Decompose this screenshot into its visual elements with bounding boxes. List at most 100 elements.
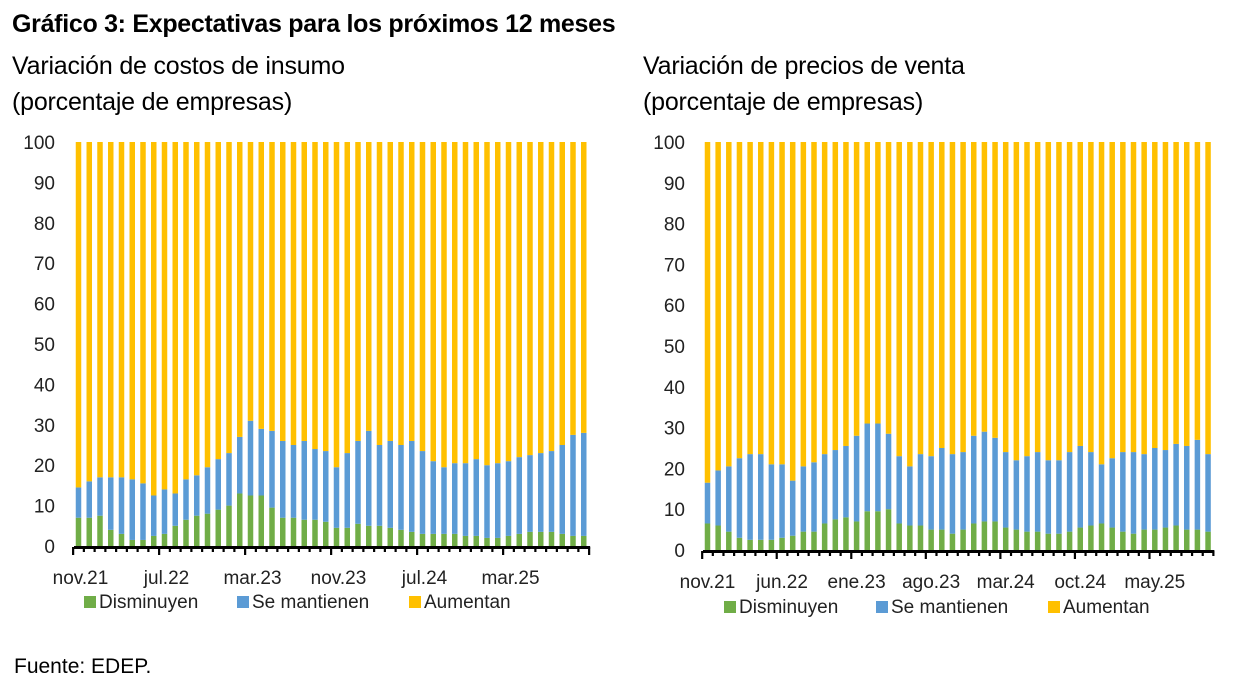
prices-bar-aumentan (789, 142, 796, 481)
prices-bar-se-mantienen (843, 445, 849, 518)
costs-bar-se-mantienen (527, 455, 533, 532)
costs-bar-se-mantienen (366, 430, 372, 526)
costs-bar-aumentan (409, 142, 415, 441)
costs-bar-disminuyen (441, 533, 447, 546)
prices-bar-disminuyen (960, 529, 966, 550)
costs-bar-aumentan (484, 142, 490, 466)
costs-bar-se-mantienen (538, 453, 544, 532)
prices-bar-stack (907, 142, 913, 550)
costs-bar-disminuyen (323, 521, 329, 546)
prices-y-tick-label: 60 (664, 296, 685, 317)
costs-bar-aumentan (140, 142, 146, 484)
costs-bar-aumentan (247, 142, 254, 421)
prices-bar-disminuyen (704, 523, 711, 550)
prices-bar-stack (1162, 142, 1169, 550)
costs-bar-stack (108, 142, 114, 546)
prices-bar-aumentan (1034, 142, 1041, 453)
prices-bar-aumentan (1184, 142, 1190, 446)
costs-y-tick-label: 100 (23, 133, 55, 154)
prices-bar-aumentan (1152, 142, 1158, 448)
prices-bar-se-mantienen (864, 423, 870, 512)
prices-bar-se-mantienen (960, 452, 966, 530)
costs-bar-stack (548, 142, 555, 546)
prices-bar-disminuyen (875, 511, 881, 550)
left-chart-title-line1: Variación de costos de insumo (12, 52, 345, 80)
costs-bar-disminuyen (183, 519, 189, 546)
prices-bar-aumentan (1045, 142, 1052, 461)
prices-bar-disminuyen (1024, 531, 1030, 550)
costs-bar-aumentan (473, 142, 479, 460)
prices-bar-disminuyen (1088, 525, 1094, 550)
costs-bar-stack (344, 142, 350, 546)
prices-bar-se-mantienen (907, 466, 913, 526)
prices-bar-stack (853, 142, 860, 550)
prices-bar-disminuyen (800, 531, 807, 550)
prices-bar-disminuyen (715, 525, 721, 550)
costs-bar-stack (290, 142, 297, 546)
prices-bar-se-mantienen (1013, 460, 1020, 530)
prices-bar-se-mantienen (1056, 460, 1062, 534)
prices-bar-disminuyen (1194, 529, 1201, 550)
prices-bar-stack (960, 142, 966, 550)
prices-bar-disminuyen (843, 517, 849, 550)
costs-y-tick-label: 80 (34, 214, 55, 235)
costs-bar-se-mantienen (548, 451, 555, 532)
costs-bar-stack (387, 142, 393, 546)
costs-x-tick-label: nov.23 (311, 568, 367, 589)
prices-bar-stack (1077, 142, 1083, 550)
prices-bar-se-mantienen (1205, 454, 1211, 532)
costs-bar-stack (473, 142, 479, 546)
costs-y-tick-label: 90 (34, 173, 55, 194)
costs-bar-stack (516, 142, 522, 546)
prices-bar-disminuyen (1056, 533, 1062, 550)
prices-bar-stack (821, 142, 828, 550)
prices-bar-se-mantienen (726, 466, 732, 532)
prices-bar-stack (1152, 142, 1158, 550)
prices-bar-aumentan (843, 142, 849, 446)
prices-bar-se-mantienen (1034, 452, 1041, 532)
costs-bar-se-mantienen (570, 434, 576, 536)
prices-bar-disminuyen (726, 531, 732, 550)
costs-bar-disminuyen (344, 527, 350, 546)
prices-bar-disminuyen (1066, 531, 1073, 550)
costs-y-tick-label: 0 (44, 537, 55, 558)
prices-legend-label-aumentan: Aumentan (1063, 597, 1150, 618)
costs-bar-disminuyen (376, 525, 383, 546)
costs-bar-aumentan (75, 142, 82, 488)
costs-bar-stack (409, 142, 415, 546)
costs-bar-aumentan (108, 142, 114, 478)
costs-bar-stack (462, 142, 469, 546)
costs-bar-disminuyen (269, 507, 275, 546)
prices-bar-aumentan (726, 142, 732, 467)
costs-bar-aumentan (430, 142, 436, 462)
prices-bar-se-mantienen (704, 482, 711, 524)
costs-bar-se-mantienen (75, 487, 82, 518)
prices-bar-aumentan (747, 142, 753, 455)
costs-bar-se-mantienen (333, 467, 340, 528)
prices-bar-disminuyen (789, 535, 796, 550)
costs-bar-se-mantienen (280, 440, 286, 518)
costs-y-tick-label: 10 (34, 497, 55, 518)
costs-bar-disminuyen (398, 529, 404, 546)
costs-bar-stack (398, 142, 404, 546)
costs-bar-aumentan (118, 142, 125, 478)
right-chart-title-line2: (porcentaje de empresas) (643, 88, 924, 116)
costs-bar-aumentan (538, 142, 544, 454)
prices-bar-disminuyen (1141, 529, 1147, 550)
costs-bar-aumentan (194, 142, 200, 476)
costs-bar-aumentan (258, 142, 264, 429)
costs-bar-aumentan (226, 142, 232, 454)
costs-bar-se-mantienen (398, 445, 404, 530)
prices-bar-disminuyen (853, 521, 860, 550)
costs-bar-se-mantienen (258, 428, 264, 496)
costs-bar-se-mantienen (129, 479, 135, 540)
costs-bar-stack (151, 142, 157, 546)
costs-bar-disminuyen (538, 531, 544, 546)
costs-bar-stack (280, 142, 286, 546)
prices-bar-disminuyen (1077, 527, 1083, 550)
costs-bar-disminuyen (559, 533, 565, 546)
prices-bar-se-mantienen (1002, 452, 1009, 528)
costs-bar-se-mantienen (290, 445, 297, 518)
costs-bar-disminuyen (387, 527, 393, 546)
costs-bar-disminuyen (366, 525, 372, 546)
